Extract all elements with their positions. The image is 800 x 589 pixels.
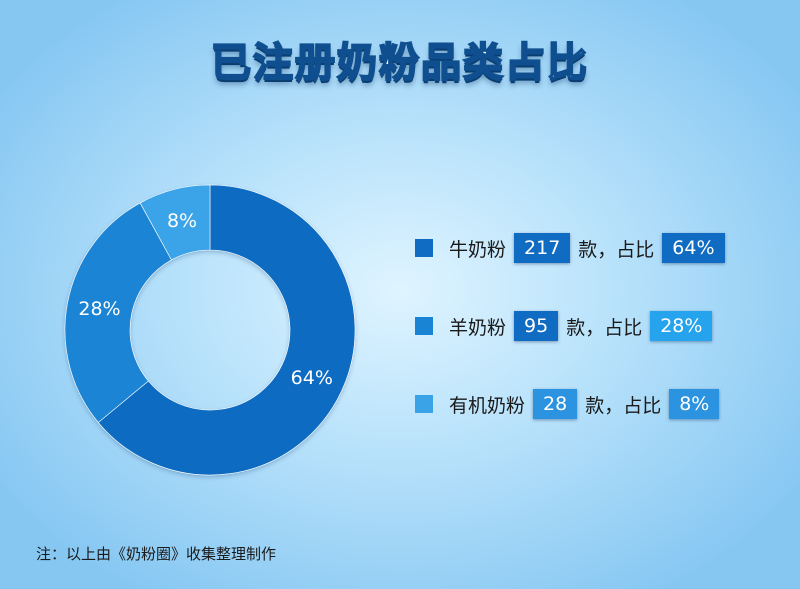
legend-label: 牛奶粉 xyxy=(449,238,507,261)
legend-item: 羊奶粉 95 款，占比 28% xyxy=(415,310,713,342)
chart-title: 已注册奶粉品类占比 xyxy=(210,39,589,87)
legend-label: 羊奶粉 xyxy=(449,316,507,339)
legend-percent: 8% xyxy=(669,389,720,419)
legend-item: 有机奶粉 28 款，占比 8% xyxy=(415,388,720,420)
slice-value-label: 8% xyxy=(167,210,197,232)
legend-count: 28 xyxy=(533,389,578,419)
legend-count: 217 xyxy=(514,233,571,263)
legend-unit-text: 款，占比 xyxy=(578,238,655,261)
donut-slice xyxy=(139,184,211,261)
legend-swatch xyxy=(415,317,433,335)
legend-label: 有机奶粉 xyxy=(449,394,526,417)
slice-value-label: 28% xyxy=(78,298,120,320)
legend-unit-text: 款，占比 xyxy=(585,394,662,417)
slice-value-label: 64% xyxy=(291,367,333,389)
donut-slice xyxy=(64,202,172,423)
legend-swatch xyxy=(415,395,433,413)
legend-item: 牛奶粉 217 款，占比 64% xyxy=(415,232,725,264)
legend-swatch xyxy=(415,239,433,257)
source-note: 注：以上由《奶粉圈》收集整理制作 xyxy=(36,545,277,563)
legend-percent: 64% xyxy=(662,233,725,263)
legend-unit-text: 款，占比 xyxy=(566,316,643,339)
donut-slice xyxy=(97,184,356,476)
donut-chart: 64% 28% 8% xyxy=(64,184,356,476)
legend-count: 95 xyxy=(514,311,559,341)
legend-percent: 28% xyxy=(650,311,713,341)
